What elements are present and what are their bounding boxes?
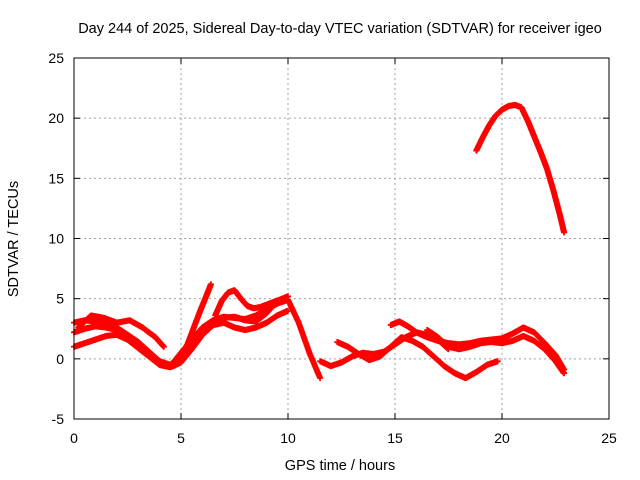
series-pass-e bbox=[178, 281, 214, 362]
series-points bbox=[334, 334, 501, 382]
series-pass-d bbox=[75, 312, 167, 350]
y-tick-label: 10 bbox=[48, 231, 64, 247]
x-tick-label: 10 bbox=[280, 430, 296, 446]
y-tick-label: 20 bbox=[48, 110, 64, 126]
axis-ticks: 0 5 10 15 20 25 -5 0 5 10 15 20 25 bbox=[48, 50, 617, 446]
series-points bbox=[212, 287, 289, 319]
data-points bbox=[71, 101, 568, 382]
y-tick-label: 5 bbox=[56, 291, 64, 307]
series-points bbox=[424, 327, 568, 377]
y-axis-label: SDTVAR / TECUs bbox=[6, 181, 22, 297]
series-pass-f bbox=[212, 287, 289, 319]
x-tick-label: 25 bbox=[601, 430, 617, 446]
series-pass-j bbox=[424, 327, 568, 377]
x-axis-label: GPS time / hours bbox=[285, 458, 395, 474]
x-tick-label: 15 bbox=[387, 430, 403, 446]
y-tick-label: 0 bbox=[56, 351, 64, 367]
y-tick-label: 25 bbox=[48, 50, 64, 66]
x-tick-label: 20 bbox=[494, 430, 510, 446]
grid bbox=[74, 58, 609, 419]
series-pass-k bbox=[473, 101, 568, 236]
y-tick-label: 15 bbox=[48, 170, 64, 186]
series-points bbox=[75, 312, 167, 350]
series-points bbox=[178, 281, 214, 362]
x-tick-label: 0 bbox=[70, 430, 78, 446]
x-tick-label: 5 bbox=[177, 430, 185, 446]
series-pass-h bbox=[334, 334, 501, 382]
series-points bbox=[473, 101, 568, 236]
chart-title: Day 244 of 2025, Sidereal Day-to-day VTE… bbox=[78, 21, 602, 37]
y-tick-label: -5 bbox=[52, 411, 65, 427]
